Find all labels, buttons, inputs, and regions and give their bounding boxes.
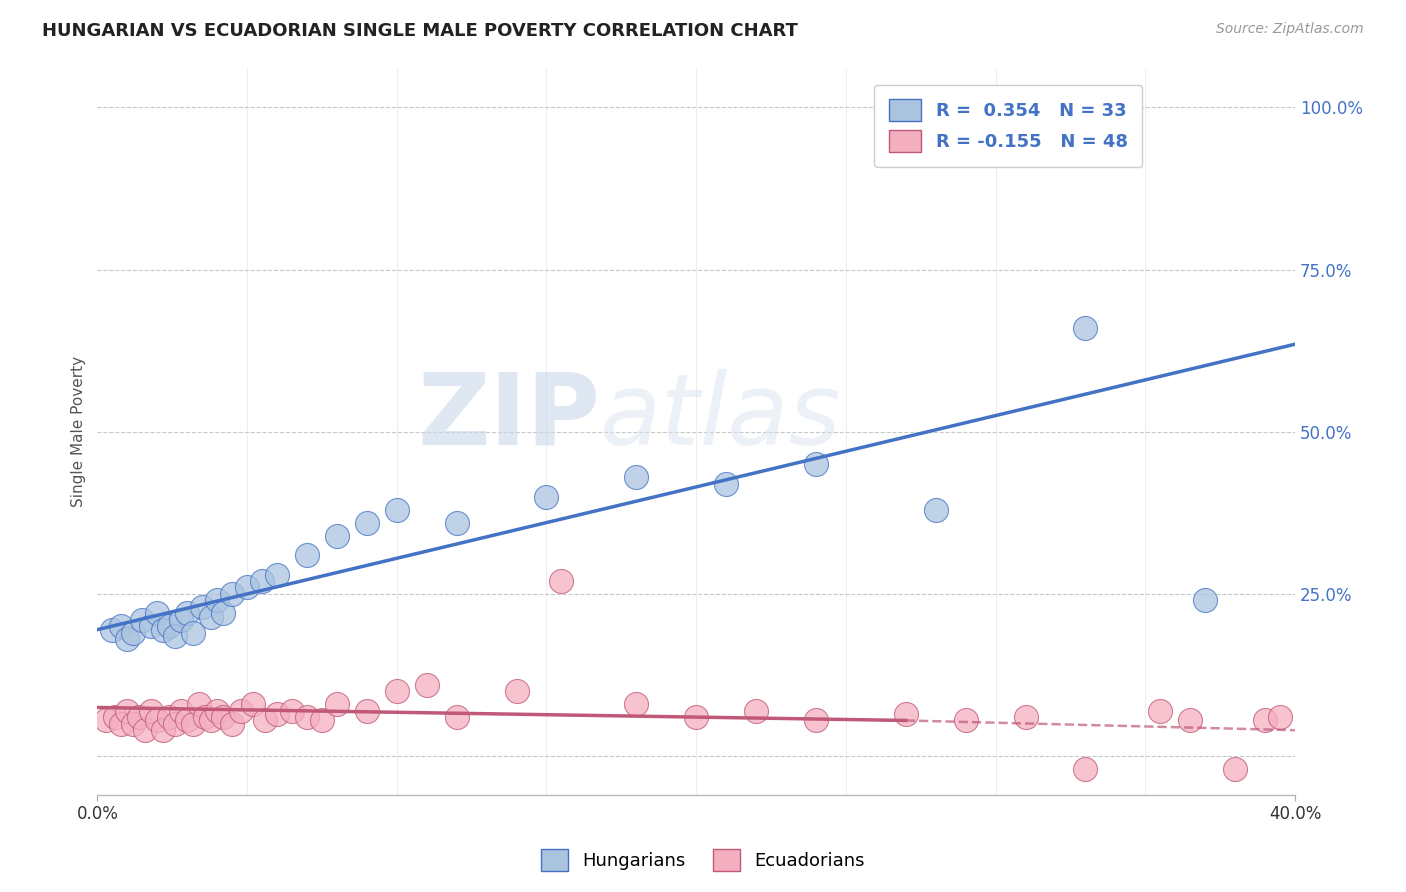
Point — [685, 710, 707, 724]
Point — [804, 714, 827, 728]
Point — [281, 704, 304, 718]
Point — [295, 710, 318, 724]
Point — [170, 613, 193, 627]
Point — [117, 632, 139, 647]
Point — [250, 574, 273, 588]
Point — [415, 678, 437, 692]
Point — [356, 516, 378, 530]
Point — [212, 710, 235, 724]
Point — [191, 599, 214, 614]
Point — [804, 457, 827, 471]
Point — [955, 714, 977, 728]
Point — [626, 698, 648, 712]
Point — [626, 470, 648, 484]
Point — [117, 704, 139, 718]
Point — [110, 619, 132, 633]
Point — [152, 623, 174, 637]
Point — [326, 698, 349, 712]
Point — [188, 698, 211, 712]
Point — [446, 516, 468, 530]
Point — [176, 607, 198, 621]
Point — [236, 581, 259, 595]
Point — [385, 684, 408, 698]
Legend: R =  0.354   N = 33, R = -0.155   N = 48: R = 0.354 N = 33, R = -0.155 N = 48 — [875, 85, 1142, 167]
Point — [128, 710, 150, 724]
Text: ZIP: ZIP — [418, 368, 600, 466]
Point — [101, 623, 124, 637]
Point — [326, 528, 349, 542]
Y-axis label: Single Male Poverty: Single Male Poverty — [72, 356, 86, 508]
Point — [205, 593, 228, 607]
Point — [266, 706, 288, 721]
Point — [134, 723, 156, 738]
Text: Source: ZipAtlas.com: Source: ZipAtlas.com — [1216, 22, 1364, 37]
Point — [714, 476, 737, 491]
Point — [1254, 714, 1277, 728]
Point — [152, 723, 174, 738]
Legend: Hungarians, Ecuadorians: Hungarians, Ecuadorians — [534, 842, 872, 879]
Point — [385, 502, 408, 516]
Point — [229, 704, 252, 718]
Point — [212, 607, 235, 621]
Point — [1180, 714, 1202, 728]
Point — [141, 704, 163, 718]
Point — [253, 714, 276, 728]
Point — [176, 714, 198, 728]
Point — [221, 716, 243, 731]
Point — [157, 710, 180, 724]
Point — [550, 574, 572, 588]
Point — [1223, 762, 1246, 776]
Point — [104, 710, 127, 724]
Point — [894, 706, 917, 721]
Point — [1074, 321, 1097, 335]
Point — [165, 716, 187, 731]
Point — [170, 704, 193, 718]
Text: HUNGARIAN VS ECUADORIAN SINGLE MALE POVERTY CORRELATION CHART: HUNGARIAN VS ECUADORIAN SINGLE MALE POVE… — [42, 22, 799, 40]
Point — [200, 714, 222, 728]
Point — [311, 714, 333, 728]
Point — [1014, 710, 1036, 724]
Point — [266, 567, 288, 582]
Point — [295, 548, 318, 562]
Point — [1268, 710, 1291, 724]
Point — [146, 607, 169, 621]
Point — [221, 587, 243, 601]
Point — [122, 716, 145, 731]
Text: atlas: atlas — [600, 368, 842, 466]
Point — [925, 502, 948, 516]
Point — [181, 716, 204, 731]
Point — [157, 619, 180, 633]
Point — [194, 710, 217, 724]
Point — [356, 704, 378, 718]
Point — [181, 626, 204, 640]
Point — [505, 684, 527, 698]
Point — [146, 714, 169, 728]
Point — [1149, 704, 1171, 718]
Point — [122, 626, 145, 640]
Point — [96, 714, 118, 728]
Point — [1074, 762, 1097, 776]
Point — [446, 710, 468, 724]
Point — [745, 704, 768, 718]
Point — [200, 609, 222, 624]
Point — [141, 619, 163, 633]
Point — [242, 698, 264, 712]
Point — [165, 629, 187, 643]
Point — [1194, 593, 1216, 607]
Point — [205, 704, 228, 718]
Point — [110, 716, 132, 731]
Point — [131, 613, 153, 627]
Point — [536, 490, 558, 504]
